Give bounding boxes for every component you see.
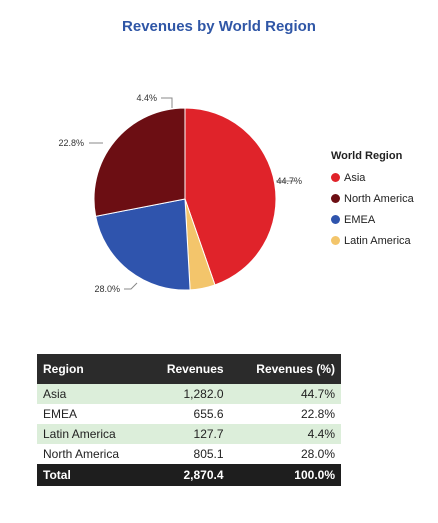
legend-dot-icon	[331, 194, 340, 203]
legend-title: World Region	[331, 150, 403, 162]
cell-revenues-pct: 22.8%	[229, 404, 341, 424]
total-label: Total	[37, 464, 146, 486]
legend-item: Latin America	[331, 230, 414, 251]
pie-slice-emea	[95, 198, 191, 291]
cell-revenues-pct: 4.4%	[229, 424, 341, 444]
legend-item: EMEA	[331, 209, 414, 230]
data-label: 22.8%	[58, 138, 84, 148]
header-region: Region	[37, 354, 146, 384]
legend: World Region Asia North America EMEA Latin …	[331, 150, 414, 251]
pie-slice-north-america	[93, 107, 186, 217]
data-label: 44.7%	[276, 176, 302, 186]
legend-dot-icon	[331, 173, 340, 182]
data-label: 28.0%	[94, 284, 120, 294]
cell-revenues: 1,282.0	[145, 384, 230, 404]
total-revenues-pct: 100.0%	[229, 464, 341, 486]
cell-revenues: 655.6	[145, 404, 230, 424]
table-row: North America 805.1 28.0%	[37, 444, 341, 464]
cell-revenues: 805.1	[145, 444, 230, 464]
legend-item: North America	[331, 188, 414, 209]
legend-label: EMEA	[344, 213, 376, 226]
table-row: Asia 1,282.0 44.7%	[37, 384, 341, 404]
cell-region: Latin America	[37, 424, 146, 444]
cell-region: Asia	[37, 384, 146, 404]
pie-chart: 44.7% 4.4% 22.8% 28.0%	[58, 93, 302, 294]
cell-revenues: 127.7	[145, 424, 230, 444]
cell-region: EMEA	[37, 404, 146, 424]
table-row: Latin America 127.7 4.4%	[37, 424, 341, 444]
cell-region: North America	[37, 444, 146, 464]
legend-item: Asia	[331, 167, 414, 188]
legend-label: Asia	[344, 171, 366, 184]
legend-label: North America	[344, 192, 414, 205]
pie-slice-asia	[184, 107, 277, 286]
header-revenues-pct: Revenues (%)	[229, 354, 341, 384]
leader-line	[161, 97, 173, 108]
total-revenues: 2,870.4	[145, 464, 230, 486]
chart-title: Revenues by World Region	[122, 18, 316, 35]
legend-dot-icon	[331, 236, 340, 245]
legend-label: Latin America	[344, 234, 411, 247]
header-revenues: Revenues	[145, 354, 230, 384]
cell-revenues-pct: 44.7%	[229, 384, 341, 404]
legend-dot-icon	[331, 215, 340, 224]
table-header-row: Region Revenues Revenues (%)	[37, 354, 341, 384]
cell-revenues-pct: 28.0%	[229, 444, 341, 464]
data-label: 4.4%	[136, 93, 157, 103]
table-total-row: Total 2,870.4 100.0%	[37, 464, 341, 486]
revenue-table: Region Revenues Revenues (%) Asia 1,282.…	[37, 354, 341, 486]
leader-line	[124, 282, 138, 290]
table-row: EMEA 655.6 22.8%	[37, 404, 341, 424]
